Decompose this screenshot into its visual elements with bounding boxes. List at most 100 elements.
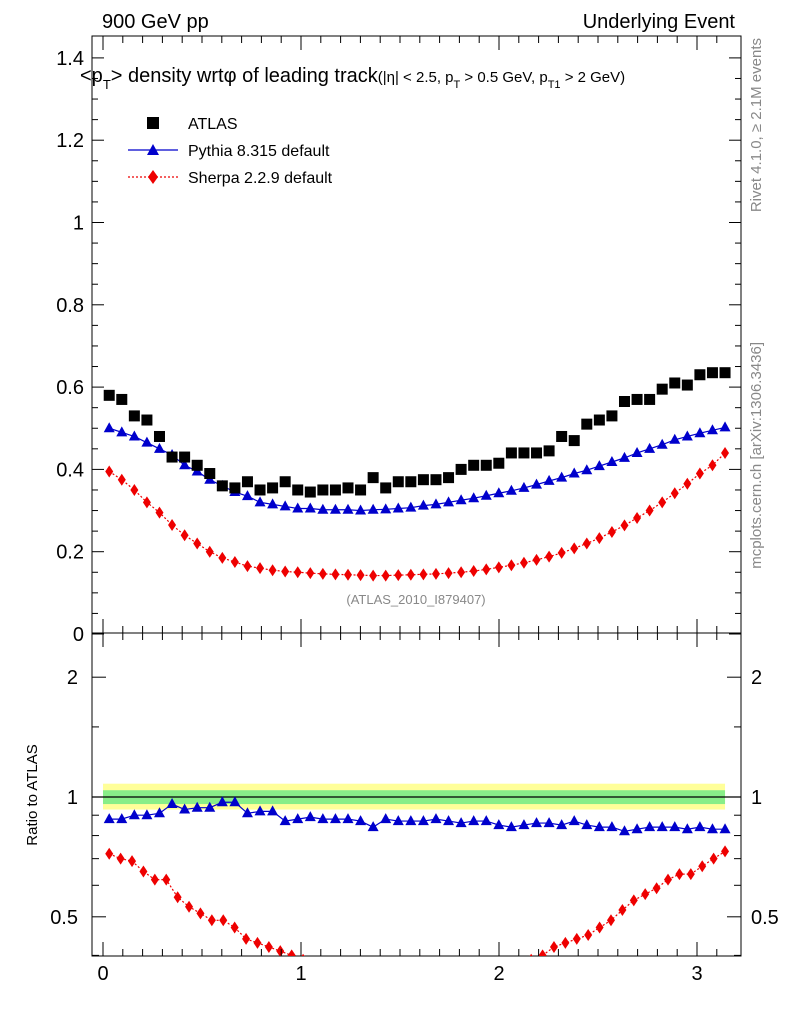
sherpa-ratio-point xyxy=(413,968,421,980)
sherpa-ratio-point xyxy=(538,949,547,956)
pythia-ratio-point xyxy=(342,813,354,824)
rivet-version-label: Rivet 4.1.0, ≥ 2.1M events xyxy=(748,38,765,212)
pythia-point xyxy=(267,498,279,509)
atlas-point xyxy=(719,367,731,379)
atlas-point xyxy=(241,476,253,488)
title-cuts: (|η| < 2.5, p xyxy=(378,69,454,86)
sherpa-ratio-point xyxy=(301,953,305,956)
sherpa-point xyxy=(457,566,466,579)
pythia-ratio-point xyxy=(430,813,442,824)
sherpa-point xyxy=(117,473,126,486)
pythia-ratio-point xyxy=(443,815,455,826)
sherpa-ratio-point xyxy=(584,929,593,942)
top-ytick-label: 1.4 xyxy=(56,48,84,70)
pythia-point xyxy=(531,478,543,489)
atlas-point xyxy=(694,369,706,381)
pythia-ratio-point xyxy=(531,817,543,828)
pythia-point xyxy=(568,467,580,478)
xtick-label: 0 xyxy=(97,963,108,985)
pythia-ratio-point xyxy=(493,819,505,830)
sherpa-ratio-point xyxy=(196,907,205,920)
sherpa-point xyxy=(369,569,378,582)
top-panel-ticks: 0 0.2 0.4 0.6 0.8 1 1.2 1.4 xyxy=(56,36,741,646)
sherpa-ratio-point xyxy=(686,868,695,881)
atlas-point xyxy=(706,367,718,379)
sherpa-ratio-point xyxy=(333,963,341,975)
pythia-ratio-point xyxy=(631,823,643,834)
sherpa-ratio-point xyxy=(549,940,558,953)
sherpa-point xyxy=(670,487,679,500)
atlas-point xyxy=(543,445,555,457)
bottom-ytick-label-right: 1 xyxy=(751,787,762,809)
sherpa-point xyxy=(620,519,629,532)
sherpa-point xyxy=(645,504,654,517)
sherpa-point xyxy=(180,529,189,542)
pythia-point xyxy=(706,424,718,435)
atlas-point xyxy=(229,482,241,494)
pythia-point xyxy=(342,503,354,514)
pythia-ratio-point xyxy=(279,815,291,826)
legend-atlas-label: ATLAS xyxy=(188,116,238,133)
sherpa-point xyxy=(595,532,604,545)
pythia-ratio-point xyxy=(681,823,693,834)
sherpa-ratio-point xyxy=(230,921,239,934)
pythia-ratio-point xyxy=(241,807,253,818)
sherpa-point xyxy=(105,465,114,478)
sherpa-point xyxy=(431,567,440,580)
pythia-point xyxy=(543,474,555,485)
xtick-label: 2 xyxy=(493,963,504,985)
pythia-ratio-point xyxy=(153,807,165,818)
sherpa-ratio-point xyxy=(368,968,376,980)
bottom-ytick-label-right: 0.5 xyxy=(751,907,779,929)
atlas-point xyxy=(681,379,693,391)
sherpa-point xyxy=(695,467,704,480)
sherpa-point xyxy=(218,551,227,564)
pythia-point xyxy=(116,426,128,437)
pythia-ratio-point xyxy=(329,813,341,824)
sherpa-ratio-point xyxy=(207,914,216,927)
legend-pythia-marker xyxy=(147,144,159,155)
sherpa-ratio-point xyxy=(595,921,604,934)
bottom-ytick-label: 1 xyxy=(67,787,78,809)
sherpa-ratio-point xyxy=(322,963,330,975)
pythia-point xyxy=(355,504,367,515)
atlas-point xyxy=(430,474,442,486)
atlas-point xyxy=(279,476,291,488)
top-ytick-label: 0.2 xyxy=(56,542,84,564)
bottom-ytick-label: 0.5 xyxy=(50,907,78,929)
atlas-point xyxy=(116,393,128,405)
pythia-ratio-point xyxy=(179,803,191,814)
sherpa-point xyxy=(545,550,554,563)
pythia-ratio-point xyxy=(556,819,568,830)
sherpa-series-line xyxy=(108,452,726,577)
top-ytick-label: 0.6 xyxy=(56,377,84,399)
pythia-ratio-point xyxy=(468,815,480,826)
sherpa-ratio-point xyxy=(242,932,251,945)
sherpa-point xyxy=(633,511,642,524)
atlas-point xyxy=(644,393,656,405)
pythia-point xyxy=(669,433,681,444)
pythia-ratio-point xyxy=(606,821,618,832)
atlas-point xyxy=(631,393,643,405)
atlas-point xyxy=(531,447,543,459)
top-ytick-label: 1 xyxy=(73,213,84,235)
atlas-point xyxy=(518,447,530,459)
atlas-point xyxy=(417,474,429,486)
sherpa-point xyxy=(519,556,528,569)
pythia-point xyxy=(179,459,191,470)
atlas-point xyxy=(669,377,681,389)
atlas-point xyxy=(606,410,618,422)
sherpa-ratio-point xyxy=(698,860,707,873)
atlas-point xyxy=(166,451,178,463)
legend-sherpa-marker xyxy=(148,170,158,184)
sherpa-ratio-point xyxy=(264,940,273,953)
atlas-point xyxy=(367,472,379,484)
sherpa-ratio-point xyxy=(561,936,570,949)
pythia-point xyxy=(694,427,706,438)
pythia-point xyxy=(153,442,165,453)
pythia-ratio-point xyxy=(455,817,467,828)
pythia-ratio-point xyxy=(656,821,668,832)
sherpa-ratio-point xyxy=(425,968,433,980)
pythia-point xyxy=(581,464,593,475)
pythia-point xyxy=(392,502,404,513)
